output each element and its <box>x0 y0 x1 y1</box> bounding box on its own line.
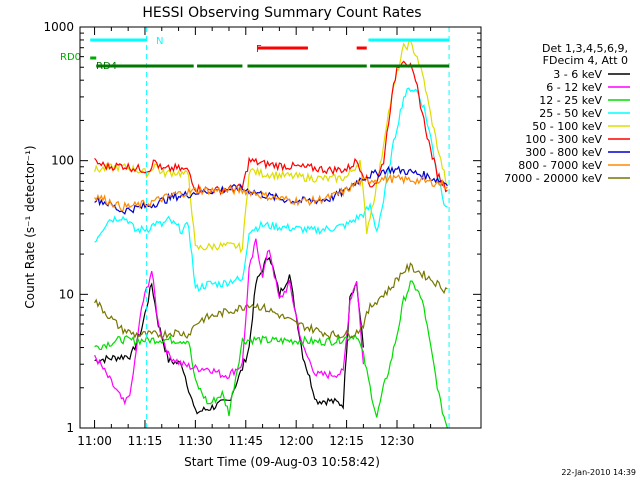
x-tick-label-5: 12:15 <box>329 434 364 448</box>
legend-label-8: 7000 - 20000 keV <box>504 172 602 185</box>
x-axis-title: Start Time (09-Aug-03 10:58:42) <box>184 455 380 469</box>
legend-label-3: 25 - 50 keV <box>539 107 602 120</box>
x-tick-label-1: 11:15 <box>128 434 163 448</box>
legend-label-4: 50 - 100 keV <box>532 120 602 133</box>
y-tick-label-0: 1 <box>66 421 74 435</box>
y-tick-label-1: 10 <box>59 287 74 301</box>
series-line-5 <box>94 60 448 196</box>
legend-header-1: FDecim 4, Att 0 <box>543 54 628 67</box>
plot-area: N F RD0 RD4 <box>60 27 450 429</box>
legend-header-0: Det 1,3,4,5,6,9, <box>542 42 628 55</box>
legend-label-5: 100 - 300 keV <box>525 133 602 146</box>
x-tick-label-4: 12:00 <box>279 434 314 448</box>
y-axis-title: Count Rate (s⁻¹ detector⁻¹) <box>23 145 37 308</box>
x-tick-label-0: 11:00 <box>77 434 112 448</box>
plot-frame <box>79 26 482 429</box>
y-axis: 1 10 100 1000 <box>43 20 481 435</box>
x-tick-label-6: 12:30 <box>380 434 415 448</box>
chart-title: HESSI Observing Summary Count Rates <box>142 5 421 21</box>
flag-label-2: RD0 <box>60 52 81 63</box>
y-tick-label-2: 100 <box>51 154 74 168</box>
legend-label-1: 6 - 12 keV <box>546 81 602 94</box>
series-line-1 <box>94 238 364 406</box>
timestamp-label: 22-Jan-2010 14:39 <box>561 468 636 477</box>
series-line-2 <box>94 280 448 429</box>
series-line-4 <box>94 39 448 254</box>
flag-label-3: RD4 <box>96 61 117 72</box>
x-tick-label-3: 11:45 <box>228 434 263 448</box>
flag-label-0: N <box>156 36 163 47</box>
legend-label-0: 3 - 6 keV <box>553 68 602 81</box>
x-axis: 11:00 11:15 11:30 11:45 12:00 12:15 12:30 <box>77 27 432 448</box>
legend-label-6: 300 - 800 keV <box>525 146 602 159</box>
legend-label-2: 12 - 25 keV <box>539 94 602 107</box>
series-line-8 <box>94 262 448 340</box>
legend: Det 1,3,4,5,6,9,FDecim 4, Att 03 - 6 keV… <box>504 42 630 185</box>
x-tick-label-2: 11:30 <box>178 434 213 448</box>
legend-label-7: 800 - 7000 keV <box>518 159 602 172</box>
flag-label-1: F <box>256 44 262 55</box>
y-tick-label-3: 1000 <box>43 20 74 34</box>
series-line-7 <box>94 173 448 212</box>
series-line-6 <box>94 165 448 215</box>
